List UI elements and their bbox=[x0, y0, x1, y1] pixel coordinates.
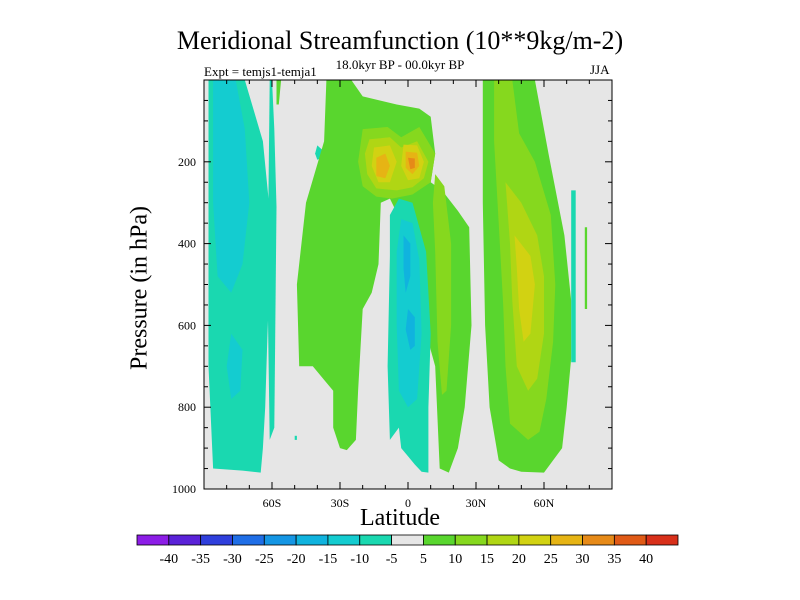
colorbar: -40 -35 -30 -25 -20 -15 -10 -5 5 10 15 20 25 30 35 40 bbox=[136, 534, 679, 567]
colorbar-swatch bbox=[645, 534, 679, 546]
contour-region-17 bbox=[405, 309, 415, 350]
colorbar-label: -35 bbox=[191, 552, 210, 567]
contour-region-16 bbox=[403, 235, 411, 293]
contour-region-22 bbox=[514, 235, 535, 342]
colorbar-label: 35 bbox=[607, 552, 621, 567]
colorbar-label: -10 bbox=[350, 552, 369, 567]
contour-region-24 bbox=[571, 190, 576, 363]
experiment-label: Expt = temjs1-temja1 bbox=[204, 64, 317, 79]
colorbar-label: 10 bbox=[448, 552, 462, 567]
colorbar-swatch bbox=[391, 534, 424, 546]
y-tick-label: 1000 bbox=[172, 482, 196, 496]
x-tick-label: 60S bbox=[263, 496, 282, 510]
y-tick-label: 200 bbox=[178, 155, 196, 169]
contour-region-18 bbox=[432, 174, 452, 395]
colorbar-label: -40 bbox=[159, 552, 178, 567]
colorbar-swatch bbox=[200, 534, 233, 546]
x-axis-label: Latitude bbox=[360, 505, 440, 531]
season-label: JJA bbox=[590, 62, 610, 77]
y-tick-label: 600 bbox=[178, 318, 196, 332]
chart-title: Meridional Streamfunction (10**9kg/m-2) bbox=[176, 26, 624, 55]
colorbar-swatch bbox=[136, 534, 170, 546]
colorbar-swatch bbox=[232, 534, 265, 546]
colorbar-swatch bbox=[613, 534, 647, 546]
contour-region-4 bbox=[276, 80, 282, 105]
contour-region-2 bbox=[226, 333, 243, 399]
y-tick-label: 800 bbox=[178, 400, 196, 414]
colorbar-label: 15 bbox=[480, 552, 494, 567]
contour-region-23 bbox=[584, 227, 588, 309]
colorbar-swatch bbox=[263, 534, 297, 546]
colorbar-swatch bbox=[168, 534, 202, 546]
colorbar-label: 20 bbox=[512, 552, 526, 567]
colorbar-swatch bbox=[518, 534, 552, 546]
colorbar-label: -20 bbox=[287, 552, 306, 567]
colorbar-label: -25 bbox=[255, 552, 274, 567]
x-tick-label: 0 bbox=[405, 496, 411, 510]
colorbar-label: 5 bbox=[420, 552, 427, 567]
colorbar-swatch bbox=[327, 534, 361, 546]
colorbar-swatch bbox=[295, 534, 329, 546]
colorbar-swatch bbox=[582, 534, 615, 546]
y-tick-label: 400 bbox=[178, 237, 196, 251]
x-tick-label: 60N bbox=[534, 496, 555, 510]
contour-region-1 bbox=[213, 80, 250, 293]
contour-region-11 bbox=[376, 153, 390, 179]
contour-region-13 bbox=[408, 157, 415, 170]
colorbar-swatch bbox=[550, 534, 583, 546]
chart-subtitle: 18.0kyr BP - 00.0kyr BP bbox=[335, 57, 465, 72]
colorbar-swatch bbox=[454, 534, 488, 546]
colorbar-swatch bbox=[423, 534, 456, 546]
colorbar-label: 40 bbox=[639, 552, 653, 567]
colorbar-label: -15 bbox=[319, 552, 338, 567]
x-tick-label: 30S bbox=[331, 496, 350, 510]
colorbar-swatch bbox=[486, 534, 520, 546]
contour-region-3 bbox=[267, 80, 277, 440]
x-tick-label: 30N bbox=[466, 496, 487, 510]
colorbar-label: 25 bbox=[544, 552, 558, 567]
contour-region-25 bbox=[294, 435, 297, 440]
colorbar-label: -5 bbox=[386, 552, 398, 567]
colorbar-label: 30 bbox=[576, 552, 590, 567]
colorbar-label: -30 bbox=[223, 552, 242, 567]
colorbar-swatch bbox=[359, 534, 392, 546]
